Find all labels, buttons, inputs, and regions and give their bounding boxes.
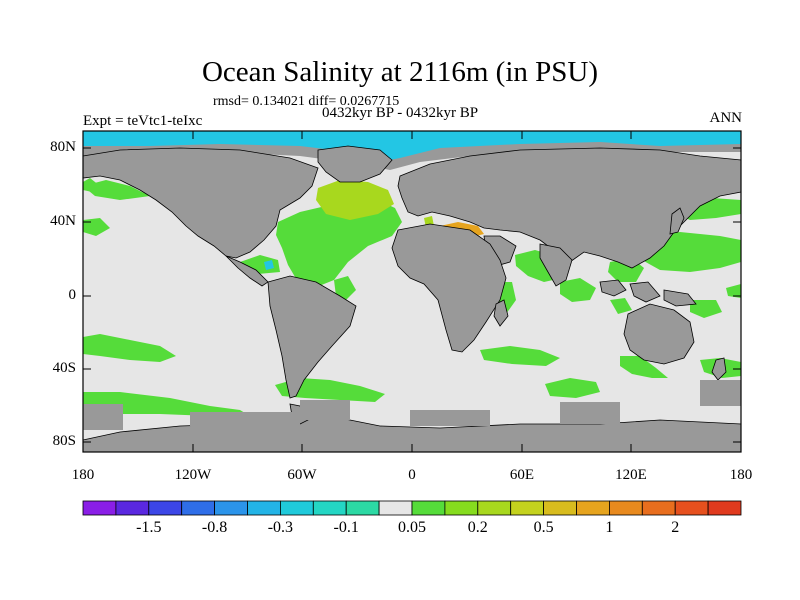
colorbar-label: 0.2 (467, 519, 488, 536)
colorbar-swatch (411, 500, 446, 516)
colorbar-swatch (312, 500, 347, 516)
lon-label-180e: 180 (729, 467, 753, 483)
colorbar-swatch (707, 500, 742, 516)
colorbar-swatch (477, 500, 512, 516)
colorbar-swatch (510, 500, 545, 516)
colorbar-label: 0.05 (398, 519, 426, 536)
colorbar-label: 1 (605, 519, 614, 536)
colorbar-label: -0.1 (333, 519, 359, 536)
colorbar-swatch (641, 500, 676, 516)
colorbar-swatch (279, 500, 314, 516)
colorbar-swatch (115, 500, 150, 516)
colorbar-label: 0.5 (533, 519, 554, 536)
land-mask (82, 142, 742, 453)
colorbar-swatch (543, 500, 577, 516)
polar-grid-cells (83, 380, 741, 430)
lat-label-40s: 40S (52, 360, 76, 376)
map-title: Ocean Salinity at 2116m (in PSU) (201, 56, 599, 88)
colorbar-label: 2 (671, 519, 680, 536)
colorbar-swatch (609, 500, 643, 516)
lat-label-80s: 80S (52, 433, 76, 449)
lon-label-120w: 120W (174, 467, 212, 483)
lon-label-180w: 180 (71, 467, 95, 483)
lon-label-60e: 60E (509, 467, 535, 483)
colorbar-label: -1.5 (136, 519, 162, 536)
colorbar-swatch (214, 500, 248, 516)
lat-tick-marks (83, 147, 741, 443)
lat-label-40n: 40N (50, 213, 76, 229)
period-label: 0432kyr BP - 0432kyr BP (322, 105, 479, 121)
colorbar-label: -0.8 (201, 519, 228, 536)
colorbar-swatch (148, 500, 183, 516)
colorbar-swatch (247, 500, 281, 516)
colorbar-swatch (378, 500, 413, 516)
experiment-label: Expt = teVtc1-teIxc (83, 113, 203, 129)
lon-label-60w: 60W (287, 467, 317, 483)
colorbar-swatch (444, 500, 479, 516)
colorbar-swatch (345, 500, 380, 516)
season-label: ANN (709, 110, 743, 126)
lon-label-120e: 120E (615, 467, 647, 483)
lat-label-80n: 80N (50, 139, 76, 155)
stats-line: rmsd= 0.134021 diff= 0.0267715 (213, 94, 400, 109)
positive-anomaly-regions (83, 178, 741, 416)
lon-tick-marks (192, 131, 632, 452)
colorbar-swatch (674, 500, 709, 516)
lat-label-0: 0 (68, 287, 77, 303)
colorbar-swatch (576, 500, 610, 516)
colorbar (82, 500, 742, 516)
colorbar-label: -0.3 (267, 519, 294, 536)
lon-label-0: 0 (408, 467, 416, 483)
colorbar-swatch (181, 500, 215, 516)
colorbar-swatch (82, 500, 117, 516)
